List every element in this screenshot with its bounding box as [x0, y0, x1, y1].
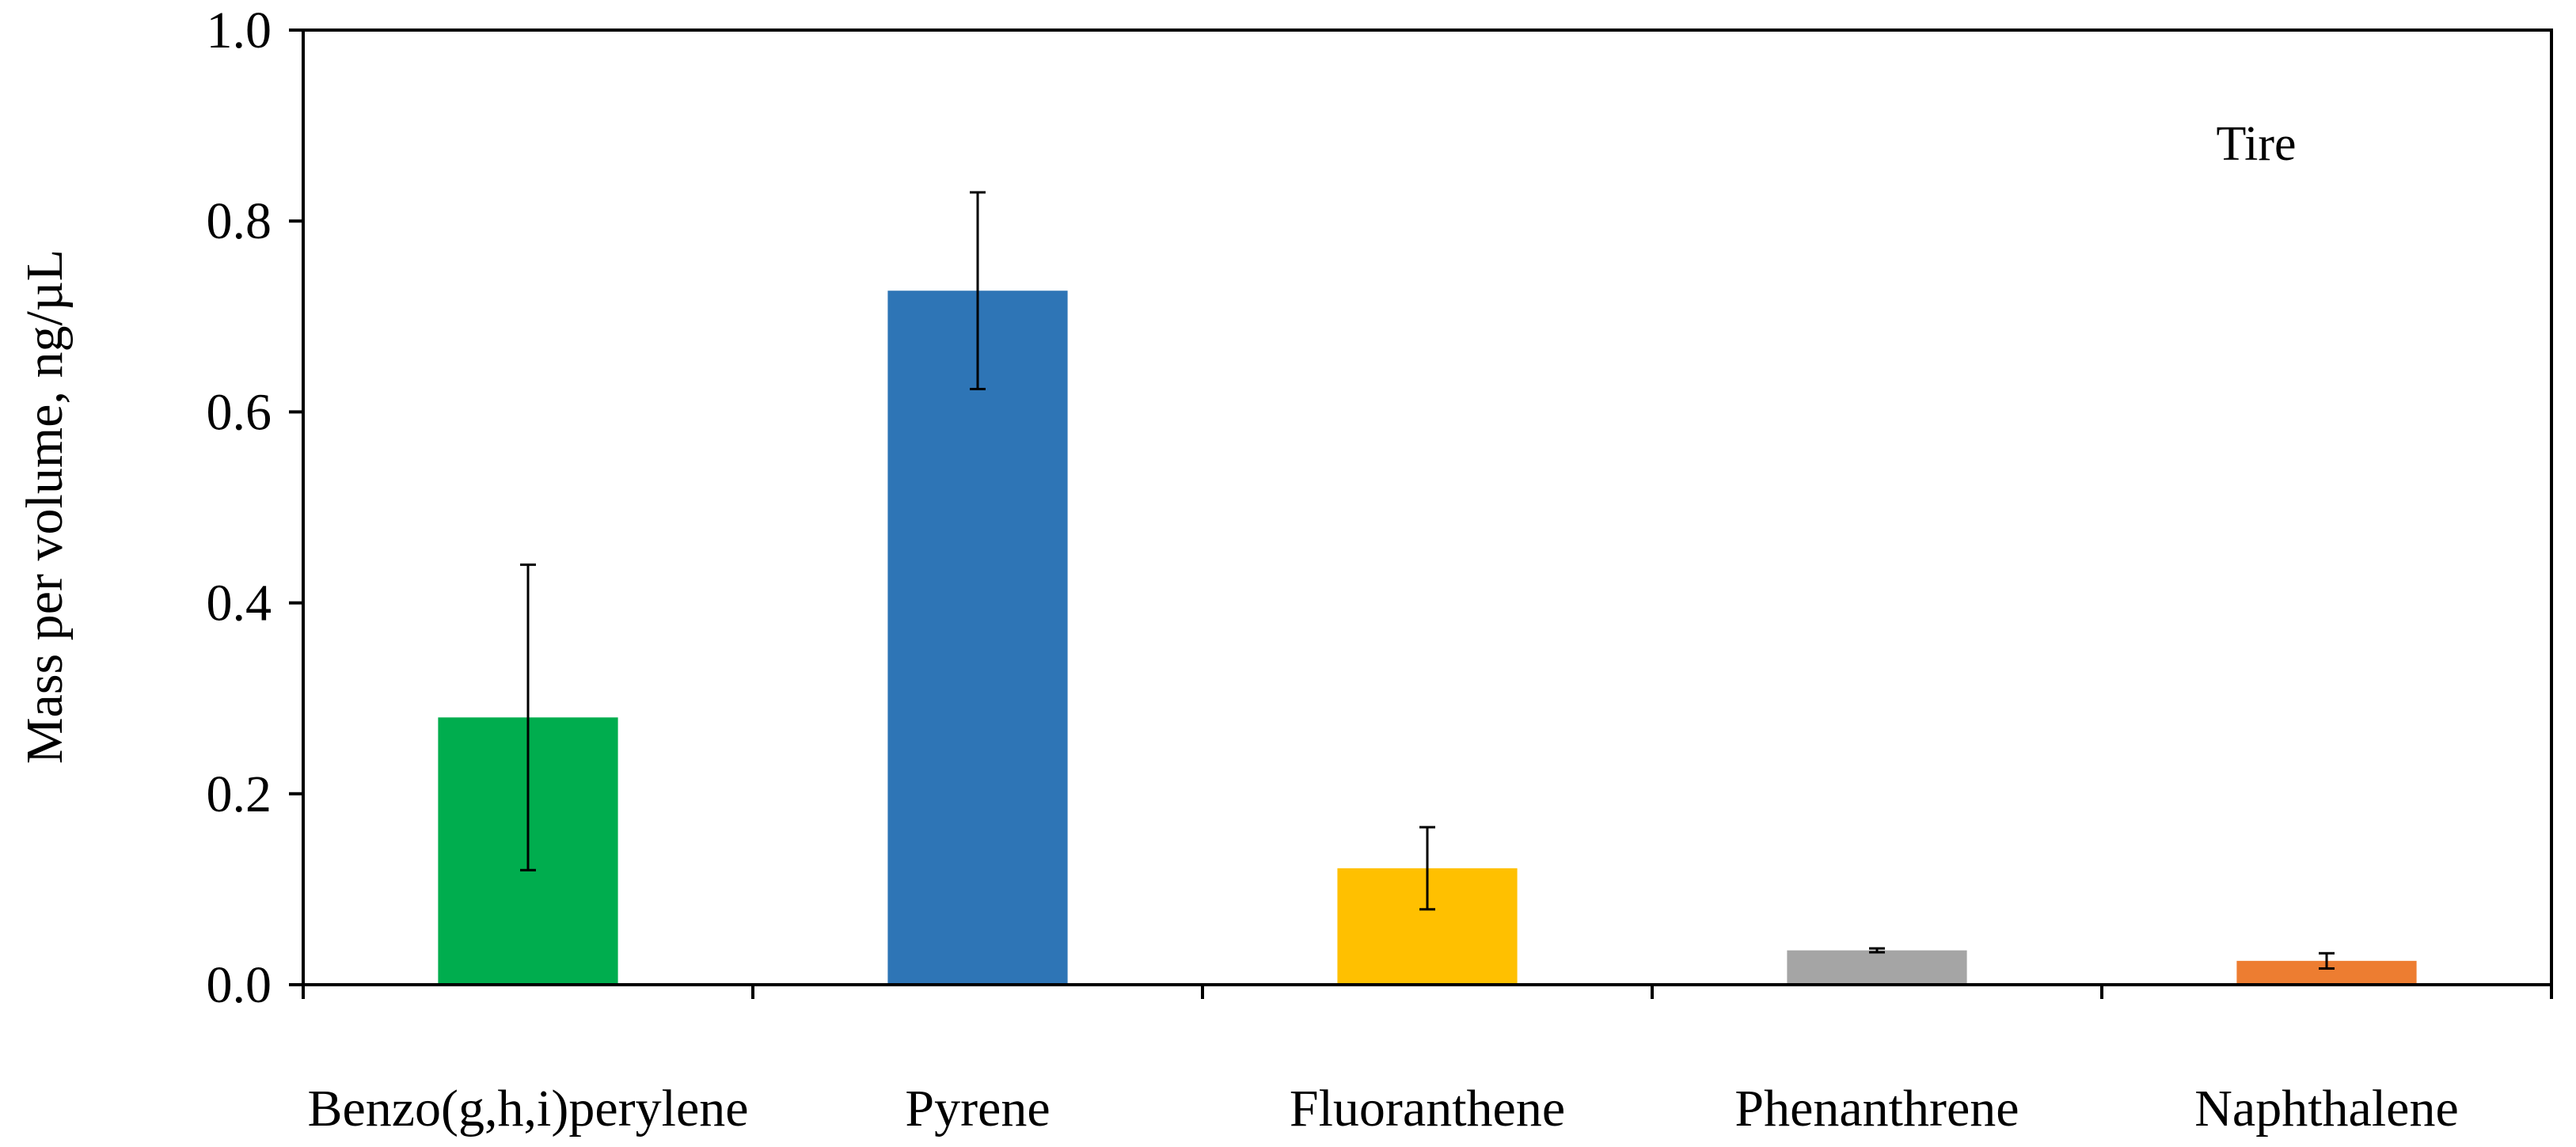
y-tick-label: 0.6: [207, 383, 272, 441]
x-category-label: Benzo(g,h,i)perylene: [307, 1080, 748, 1138]
y-tick-label: 0.2: [207, 765, 272, 823]
plot-area-frame: [302, 28, 2553, 986]
y-tick-label: 1.0: [207, 2, 272, 59]
x-category-label: Pyrene: [905, 1080, 1050, 1138]
y-tick-label: 0.8: [207, 192, 272, 250]
x-axis-ticks: [302, 985, 2553, 999]
error-bars: [520, 191, 2335, 970]
bar-pyrene: [887, 291, 1068, 985]
x-axis-category-labels: Benzo(g,h,i)perylene Pyrene Fluoranthene Ph…: [307, 1080, 2458, 1138]
y-tick-label: 0.0: [207, 956, 272, 1014]
y-axis-tick-labels: 0.0 0.2 0.4 0.6 0.8 1.0: [207, 2, 272, 1014]
bar-phenanthrene: [1787, 950, 1967, 985]
x-category-label: Naphthalene: [2194, 1080, 2459, 1138]
x-category-label: Fluoranthene: [1290, 1080, 1565, 1138]
chart-annotation: Tire: [2216, 117, 2296, 171]
y-tick-label: 0.4: [207, 575, 272, 632]
y-axis-ticks: [289, 28, 303, 986]
y-axis-title: Mass per volume, ng/µL: [16, 249, 74, 764]
x-category-label: Phenanthrene: [1734, 1080, 2019, 1138]
